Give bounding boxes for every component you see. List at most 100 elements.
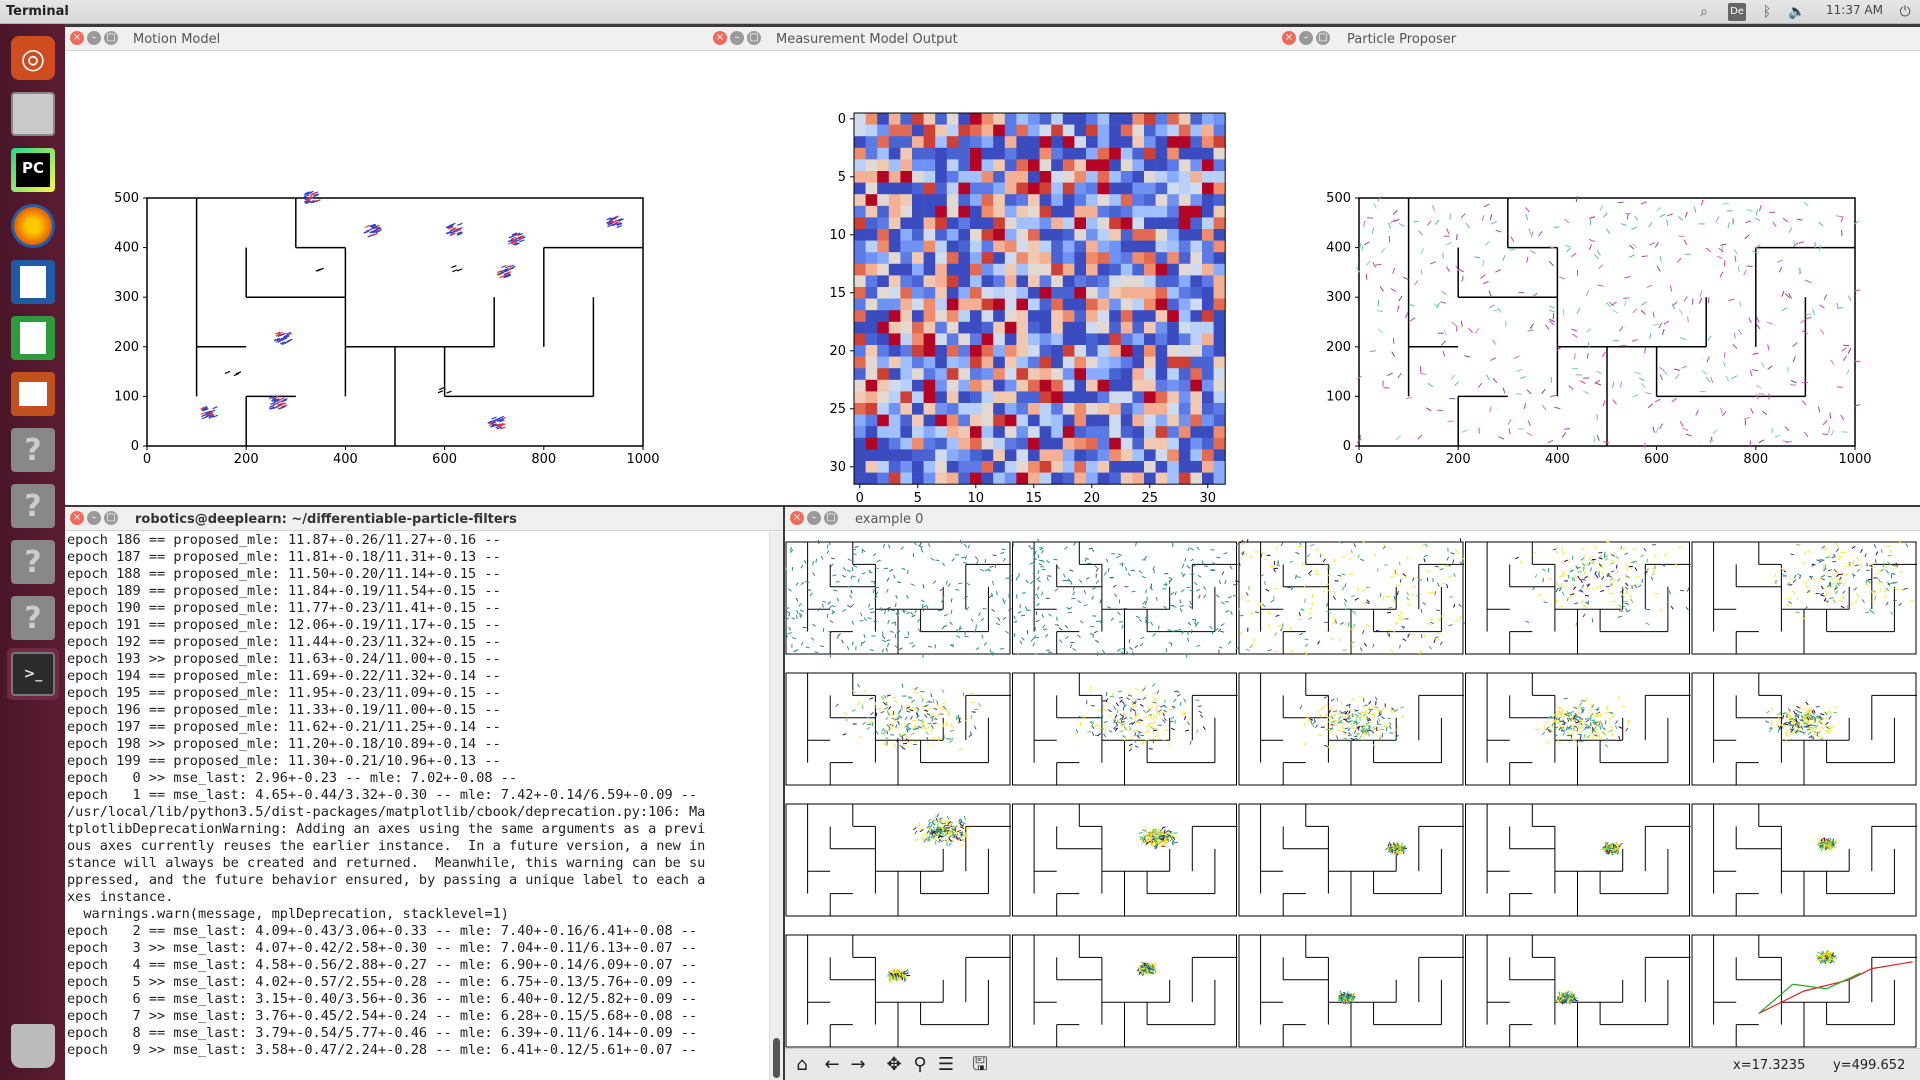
keyboard-layout-indicator[interactable]: De (1728, 3, 1746, 21)
heatmap-cell (1086, 391, 1098, 404)
minimize-icon[interactable]: – (807, 511, 821, 525)
maximize-icon[interactable]: □ (824, 511, 838, 525)
particle-mark (915, 727, 920, 731)
particle-mark (1423, 554, 1428, 558)
heatmap-cell (981, 391, 994, 404)
files-icon[interactable] (7, 88, 59, 140)
heatmap-cell (1097, 345, 1110, 357)
particle-mark (932, 822, 936, 826)
system-menu-icon[interactable]: ⏻ (1899, 4, 1911, 20)
particle-mark (1437, 632, 1442, 636)
particle-mark (1622, 546, 1627, 550)
close-icon[interactable]: × (70, 31, 84, 45)
heatmap-cell (970, 124, 982, 137)
close-icon[interactable]: × (790, 511, 804, 525)
heatmap-cell (1144, 182, 1156, 195)
measurement-model-window: × – □ Measurement Model Output 0 5 10 15 20 25 3… (708, 27, 1277, 505)
particle-mark (1333, 710, 1338, 713)
terminal-output[interactable]: epoch 186 == proposed_mle: 11.87+-0.26/1… (65, 532, 769, 1080)
heatmap-cell (1213, 194, 1226, 207)
volume-icon[interactable]: 🔈 (1788, 4, 1806, 20)
terminal-window[interactable]: × – □ robotics@deeplearn: ~/differentiable… (65, 507, 783, 1080)
maximize-icon[interactable]: □ (1316, 31, 1330, 45)
heatmap-cell (877, 310, 890, 323)
proposed-particle (1583, 390, 1590, 395)
particle-mark (1120, 718, 1123, 723)
heatmap-cell (1109, 252, 1122, 265)
particle-mark (1811, 563, 1815, 568)
particle-mark (1332, 590, 1337, 594)
proposed-particle (1538, 231, 1543, 237)
particle-mark (502, 267, 509, 272)
clock[interactable]: 11:37 AM (1826, 3, 1883, 17)
particle-mark (1343, 598, 1348, 603)
heatmap-cell (1178, 437, 1191, 450)
unknown-app-icon[interactable]: ? (7, 592, 59, 644)
proposed-particle (1612, 309, 1619, 314)
close-icon[interactable]: × (1282, 31, 1296, 45)
minimize-icon[interactable]: – (87, 31, 101, 45)
minimize-icon[interactable]: – (730, 31, 744, 45)
maximize-icon[interactable]: □ (747, 31, 761, 45)
bluetooth-icon[interactable]: ᛒ (1762, 4, 1772, 20)
minimize-icon[interactable]: – (1299, 31, 1313, 45)
unknown-app-icon[interactable]: ? (7, 536, 59, 588)
search-tool-icon[interactable]: ⌕ (1700, 4, 1708, 20)
minimize-icon[interactable]: – (87, 511, 101, 525)
particle-mark (945, 723, 949, 728)
particle-mark (1152, 701, 1157, 704)
particle-mark (912, 726, 917, 730)
particle-mark (1013, 615, 1016, 620)
particle-mark (1083, 590, 1087, 595)
close-icon[interactable]: × (713, 31, 727, 45)
particle-mark (1094, 724, 1098, 729)
particle-mark (1128, 747, 1133, 752)
heatmap-cell (854, 217, 866, 230)
heatmap-cell (888, 136, 901, 149)
writer-icon[interactable] (7, 256, 59, 308)
x-tick-label: 1000 (1838, 452, 1871, 467)
particle-mark (520, 236, 526, 240)
impress-icon[interactable] (7, 368, 59, 420)
heatmap-cell (912, 368, 924, 381)
particle-mark (930, 822, 934, 827)
proposed-particle (1803, 431, 1809, 438)
ubuntu-icon[interactable]: ◎ (7, 32, 59, 84)
proposed-particle (1656, 265, 1661, 272)
particle-mark (1318, 734, 1323, 737)
calc-icon[interactable] (7, 312, 59, 364)
proposed-particle (1626, 213, 1629, 220)
pycharm-icon[interactable]: PC (7, 144, 59, 196)
particle-mark (1145, 826, 1147, 831)
trash-icon[interactable] (7, 1020, 59, 1072)
heatmap-cell (1144, 391, 1156, 404)
terminal-scrollbar[interactable] (769, 532, 783, 1080)
terminal-icon[interactable]: >_ (7, 648, 59, 700)
particle-mark (1386, 845, 1390, 850)
particle-mark (948, 838, 953, 842)
unknown-app-icon[interactable]: ? (7, 424, 59, 476)
proposed-particle (1464, 355, 1471, 358)
unknown-app-icon[interactable]: ? (7, 480, 59, 532)
particle-mark (1357, 712, 1362, 716)
maximize-icon[interactable]: □ (104, 31, 118, 45)
particle-mark (611, 223, 618, 227)
particle-mark (1359, 647, 1363, 652)
particle-mark (1448, 624, 1453, 627)
firefox-icon[interactable] (7, 200, 59, 252)
particle-mark (933, 707, 938, 711)
heatmap-cell (1202, 194, 1214, 207)
scrollbar-thumb[interactable] (773, 1038, 780, 1078)
particle-mark (836, 635, 840, 640)
particle-mark (1898, 540, 1902, 544)
maximize-icon[interactable]: □ (104, 511, 118, 525)
heatmap-cell (958, 310, 971, 323)
particle-mark (907, 726, 912, 730)
heatmap-cell (1004, 217, 1017, 230)
proposed-particle (1530, 250, 1536, 255)
heatmap-cell (958, 287, 971, 299)
particle-mark (1361, 727, 1364, 732)
particle-mark (1033, 561, 1036, 566)
close-icon[interactable]: × (70, 511, 84, 525)
particle-mark (924, 714, 928, 718)
